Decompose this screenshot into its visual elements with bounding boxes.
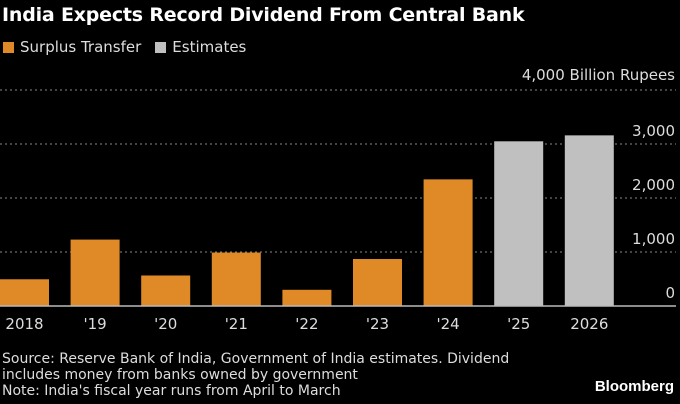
bar-chart: 2018 '19 '20 '21 '22 '23 '24 '25 2026 0 1,000 2,00… [0, 89, 676, 333]
x-tick-label: 2018 [5, 315, 43, 333]
bar-19-surplus-transfer [70, 239, 120, 306]
legend-item-estimates: Estimates [155, 38, 246, 56]
bar-22-surplus-transfer [282, 289, 332, 306]
y-axis-labels: 0 1,000 2,000 3,000 [632, 122, 675, 302]
y-axis-unit-label: 4,000 Billion Rupees [521, 66, 675, 84]
y-tick-label: 2,000 [632, 176, 675, 194]
y-tick-label: 1,000 [632, 230, 675, 248]
bar-2018-surplus-transfer [0, 279, 49, 306]
bar-24-surplus-transfer [423, 179, 473, 306]
source-note-line-2: includes money from banks owned by gover… [2, 367, 358, 383]
x-tick-label: '22 [295, 315, 318, 333]
x-tick-label: '20 [154, 315, 177, 333]
x-tick-label: '21 [225, 315, 248, 333]
legend-swatch-surplus-transfer [3, 41, 14, 53]
source-note-line-1: Source: Reserve Bank of India, Governmen… [2, 351, 510, 367]
legend-item-surplus-transfer: Surplus Transfer [3, 38, 141, 56]
chart-title: India Expects Record Dividend From Centr… [2, 4, 525, 26]
bar-23-surplus-transfer [353, 259, 402, 306]
x-tick-label: '24 [436, 315, 459, 333]
footer-notes: Source: Reserve Bank of India, Governmen… [2, 351, 509, 399]
x-tick-label: '25 [507, 315, 530, 333]
bars [0, 135, 614, 306]
bar-21-surplus-transfer [211, 252, 261, 306]
y-tick-label: 3,000 [632, 122, 675, 140]
y-tick-label: 0 [665, 284, 675, 302]
legend: Surplus Transfer Estimates [3, 38, 260, 56]
legend-label-estimates: Estimates [172, 38, 247, 56]
x-tick-label: '19 [83, 315, 106, 333]
x-axis-labels: 2018 '19 '20 '21 '22 '23 '24 '25 2026 [5, 315, 608, 333]
x-tick-label: '23 [366, 315, 389, 333]
bar-2026-estimate [564, 135, 614, 306]
x-tick-label: 2026 [570, 315, 608, 333]
bloomberg-logo: Bloomberg [594, 378, 674, 395]
legend-swatch-estimates [155, 41, 167, 53]
legend-label-surplus-transfer: Surplus Transfer [20, 38, 142, 56]
fiscal-year-note: Note: India's fiscal year runs from Apri… [2, 383, 341, 399]
bar-25-estimate [494, 141, 544, 306]
bar-20-surplus-transfer [141, 275, 191, 306]
